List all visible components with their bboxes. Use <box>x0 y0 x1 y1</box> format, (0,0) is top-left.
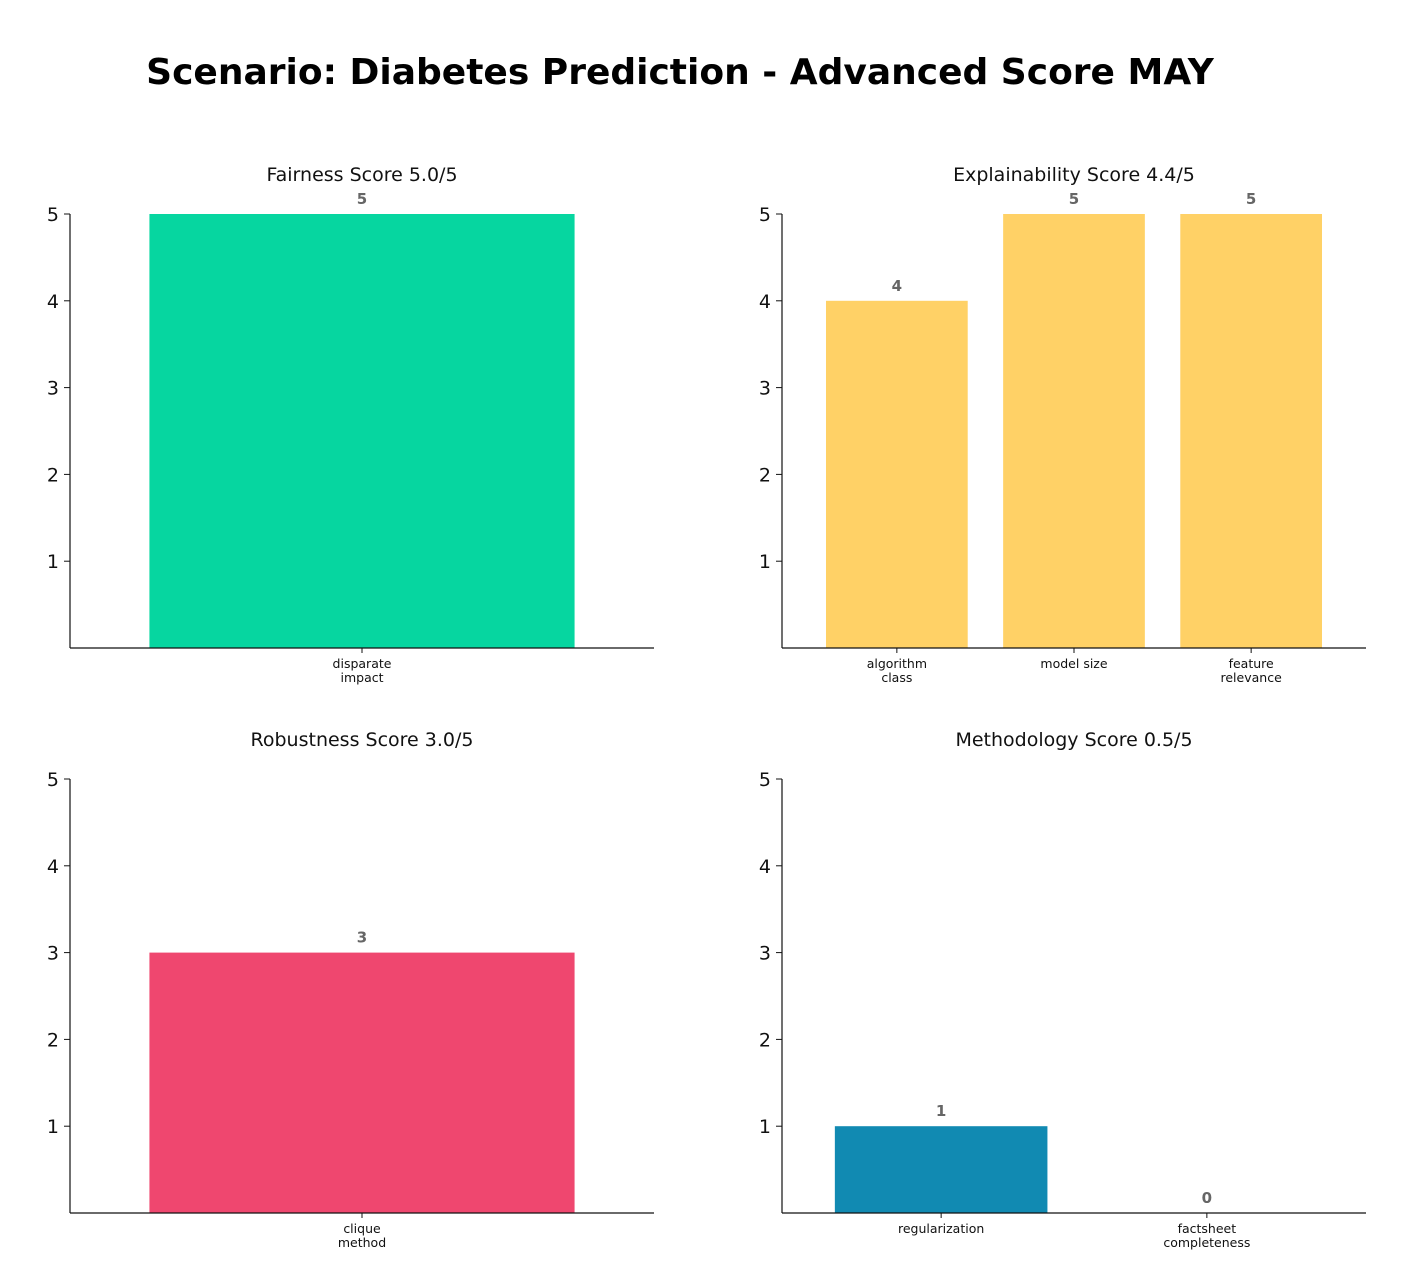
x-tick-label: method <box>338 1235 386 1250</box>
x-tick-label: disparate <box>333 656 392 671</box>
y-tick-label: 5 <box>759 769 771 791</box>
x-tick-label: regularization <box>898 1221 984 1236</box>
data-label: 5 <box>357 190 367 208</box>
data-label: 1 <box>936 1102 946 1120</box>
y-tick-label: 1 <box>47 1116 59 1138</box>
data-label: 5 <box>1069 190 1079 208</box>
data-label: 5 <box>1246 190 1256 208</box>
y-tick-label: 3 <box>47 943 59 965</box>
chart-panel-2: Explainability Score 4.4/5 4 algorithmclas… <box>759 164 1366 685</box>
y-tick-label: 3 <box>759 378 771 400</box>
chart-title: Explainability Score 4.4/5 <box>953 164 1195 186</box>
data-label: 0 <box>1202 1189 1212 1207</box>
y-tick-label: 3 <box>47 378 59 400</box>
x-tick-label: relevance <box>1221 670 1283 685</box>
main-title: Scenario: Diabetes Prediction - Advanced… <box>146 52 1214 93</box>
x-tick-label: factsheet <box>1178 1221 1237 1236</box>
bar <box>149 952 575 1213</box>
x-tick-label: clique <box>343 1221 381 1236</box>
y-tick-label: 1 <box>47 551 59 573</box>
data-label: 3 <box>357 929 367 947</box>
data-label: 4 <box>892 277 902 295</box>
chart-title: Robustness Score 3.0/5 <box>251 729 474 751</box>
y-tick-label: 1 <box>759 551 771 573</box>
x-tick-label: feature <box>1229 656 1274 671</box>
bar <box>825 300 968 648</box>
y-tick-label: 4 <box>759 856 771 878</box>
y-tick-label: 5 <box>759 204 771 226</box>
y-tick-label: 2 <box>759 464 771 486</box>
y-tick-label: 1 <box>759 1116 771 1138</box>
bar <box>834 1126 1048 1213</box>
bar <box>149 214 575 648</box>
x-tick-label: completeness <box>1163 1235 1250 1250</box>
y-tick-label: 5 <box>47 769 59 791</box>
x-tick-label: class <box>881 670 912 685</box>
bar <box>1003 214 1145 648</box>
y-tick-label: 5 <box>47 204 59 226</box>
x-tick-label: model size <box>1040 656 1107 671</box>
y-tick-label: 4 <box>47 856 59 878</box>
y-tick-label: 4 <box>759 291 771 313</box>
bar <box>1180 214 1323 648</box>
x-tick-label: algorithm <box>867 656 927 671</box>
y-tick-label: 3 <box>759 943 771 965</box>
chart-title: Methodology Score 0.5/5 <box>955 729 1192 751</box>
y-tick-label: 2 <box>47 1029 59 1051</box>
chart-panel-4: Methodology Score 0.5/5 1 regularization 0 f… <box>759 729 1366 1250</box>
y-tick-label: 2 <box>47 464 59 486</box>
y-tick-label: 4 <box>47 291 59 313</box>
chart-title: Fairness Score 5.0/5 <box>266 164 457 186</box>
x-tick-label: impact <box>340 670 383 685</box>
y-tick-label: 2 <box>759 1029 771 1051</box>
